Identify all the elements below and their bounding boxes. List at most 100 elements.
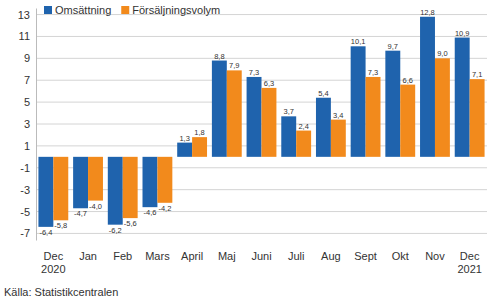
plot: -7-5-3-1135791113-6,4-4,7-6,2-4,61,38,87… [18,8,488,275]
y-tick-label: -7 [20,227,30,239]
x-tick: Mars [145,240,170,262]
data-label: -4,7 [74,209,87,218]
y-tick-label: 13 [18,9,30,21]
data-label: 7,1 [472,70,482,79]
legend-label: Försäljningsvolym [132,4,220,16]
grid-line [36,211,487,212]
y-tick: -1 [20,162,36,174]
x-tick-label: Dec2021 [457,250,481,275]
data-label: 2,4 [298,122,308,131]
bar [455,38,470,157]
y-tick: -3 [20,184,36,196]
y-tick-label: 3 [24,118,30,130]
y-tick: 7 [24,74,36,86]
bar [420,17,435,157]
legend: Omsättning Försäljningsvolym [44,4,220,16]
grid-line [36,189,487,190]
bar [351,46,366,157]
x-tick-label: Jan [79,250,97,262]
bar [262,88,277,157]
bar [38,157,53,227]
data-label: 10,1 [351,37,366,46]
x-tick: April [181,240,203,262]
bar [88,157,103,201]
x-axis-line [37,240,488,241]
x-tick-label: Mars [145,250,170,262]
y-tick: 9 [24,52,36,64]
bar [212,61,227,157]
data-label: 10,9 [455,29,470,38]
bar [400,85,415,157]
bar [385,51,400,157]
data-labels: -6,4-4,7-6,2-4,61,38,87,33,75,410,19,712… [39,8,482,237]
bar [331,120,346,157]
bar [296,131,311,157]
bar [247,77,262,157]
bar [108,157,123,225]
grid-line [36,58,487,59]
y-tick: 3 [24,118,36,130]
bar [123,157,138,218]
bar [177,143,192,157]
bar [157,157,172,203]
data-label: 1,8 [194,128,204,137]
x-tick: Juli [288,240,305,262]
y-tick-label: 1 [24,140,30,152]
y-tick: -7 [20,227,36,239]
data-label: 3,7 [284,107,294,116]
x-tick-label: April [181,250,203,262]
data-label: -4,2 [158,204,171,213]
x-tick-label: Maj [218,250,236,262]
x-tick: Maj [218,240,236,262]
y-tick: 5 [24,96,36,108]
legend-label: Omsättning [55,4,111,16]
y-tick-label: 9 [24,52,30,64]
x-tick: Aug [321,240,341,262]
bar [227,70,242,156]
y-tick-label: -1 [20,162,30,174]
x-tick: Dec2020 [41,240,65,275]
data-label: 3,4 [333,111,343,120]
y-tick-label: 5 [24,96,30,108]
y-tick-label: 11 [19,30,30,42]
y-tick: 1 [24,140,36,152]
y-tick-label: -5 [20,206,30,218]
grid-line [36,36,487,37]
x-tick: Sept [354,240,377,262]
x-tick-label: Okt [392,250,409,262]
data-label: 7,9 [229,61,239,70]
bar [143,157,158,207]
data-label: -6,2 [109,226,122,235]
y-tick: 11 [19,30,36,42]
y-axis: -7-5-3-1135791113 [18,9,37,241]
x-tick-label: Juni [251,250,271,262]
bar [192,137,207,157]
legend-swatch [44,6,52,14]
bar [435,58,450,156]
data-label: 9,0 [437,49,447,58]
data-label: 9,7 [388,42,398,51]
x-tick: Jan [79,240,97,262]
chart: -7-5-3-1135791113-6,4-4,7-6,2-4,61,38,87… [0,0,493,304]
source: Källa: Statistikcentralen [4,286,118,298]
x-tick: Dec2021 [457,240,481,275]
data-label: 6,3 [264,79,274,88]
data-label: 1,3 [179,134,189,143]
y-tick: -5 [20,206,36,218]
x-tick: Okt [392,240,409,262]
data-label: 5,4 [318,89,328,98]
x-tick: Feb [113,240,132,262]
data-label: 6,6 [403,76,413,85]
data-label: -4,6 [143,208,156,217]
grid-line [36,233,487,234]
bar [53,157,68,220]
x-tick: Nov [425,240,445,262]
x-tick-label: Dec2020 [41,250,65,275]
bars [38,17,484,227]
x-tick-label: Juli [288,250,305,262]
bar [470,79,485,157]
y-tick-label: -3 [20,184,30,196]
legend-item: Omsättning [44,4,111,16]
y-tick: 13 [18,9,36,21]
data-label: 12,8 [420,8,435,17]
